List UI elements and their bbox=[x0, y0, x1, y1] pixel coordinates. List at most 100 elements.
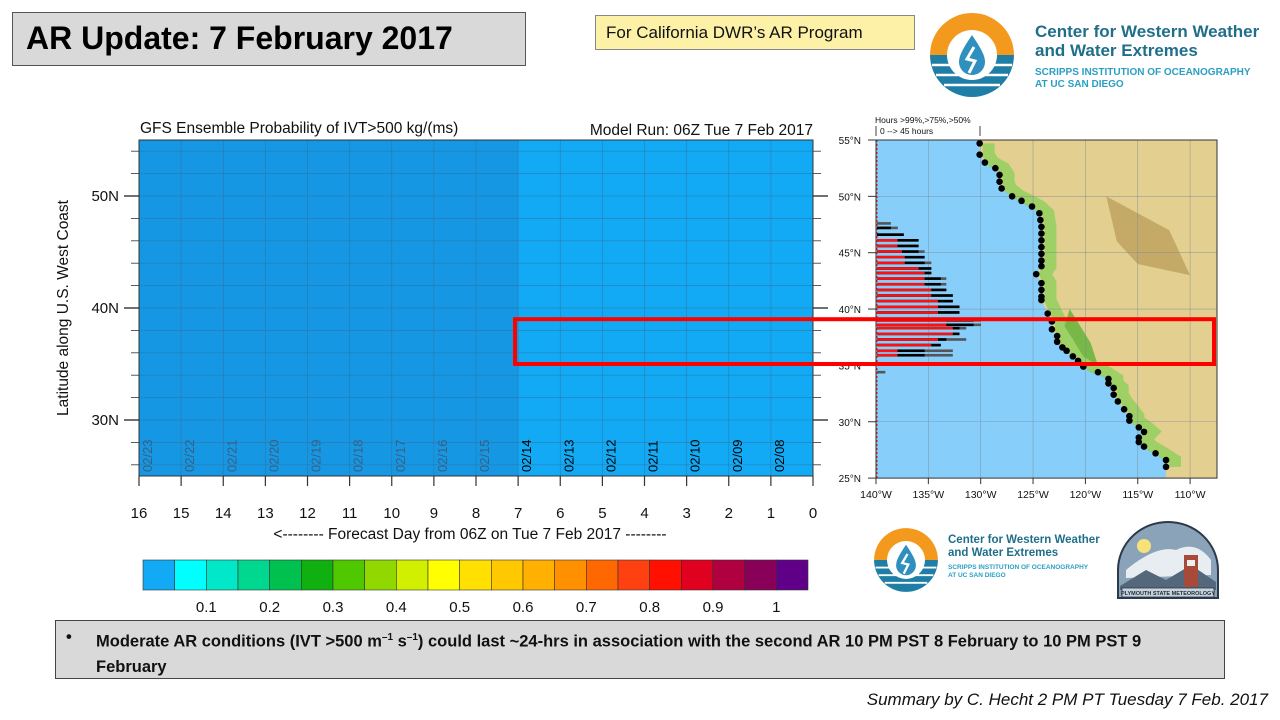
bar-hours-gt50 bbox=[877, 370, 886, 374]
coast-point bbox=[1114, 398, 1122, 405]
colorbar-swatch bbox=[586, 559, 619, 591]
coast-point bbox=[1038, 223, 1045, 231]
cw3e-logo-top: Center for Western Weather and Water Ext… bbox=[922, 5, 1272, 105]
colorbar-label: 0.6 bbox=[513, 599, 534, 616]
bar-hours-gt99 bbox=[877, 311, 939, 314]
logo-line-2: and Water Extremes bbox=[1035, 41, 1198, 60]
colorbar-swatch bbox=[744, 559, 777, 591]
date-label: 02/23 bbox=[140, 439, 155, 472]
map-lon-label: 130°W bbox=[965, 489, 997, 501]
chart-title: GFS Ensemble Probability of IVT>500 kg/(… bbox=[140, 120, 458, 137]
x-tick-label: 16 bbox=[131, 505, 148, 522]
x-tick-label: 14 bbox=[215, 505, 232, 522]
logo-line-1: Center for Western Weather bbox=[948, 534, 1100, 546]
colorbar-label: 1 bbox=[772, 599, 780, 616]
colorbar-swatch bbox=[649, 559, 682, 591]
map-lat-label: 30°N bbox=[839, 418, 861, 429]
bar-hours-gt99 bbox=[877, 326, 953, 330]
coast-point bbox=[1152, 450, 1159, 457]
coast-point bbox=[1162, 463, 1170, 471]
coast-point bbox=[1037, 216, 1044, 224]
bar-hours-gt99 bbox=[877, 282, 925, 286]
coast-point bbox=[1105, 380, 1112, 387]
colorbar-swatch bbox=[174, 559, 207, 591]
colorbar-swatch bbox=[269, 559, 302, 591]
bar-hours-gt99 bbox=[877, 349, 898, 353]
colorbar-label: 0.7 bbox=[576, 599, 597, 616]
x-tick-label: 6 bbox=[556, 505, 564, 522]
psu-logo-text: PLYMOUTH STATE METEOROLOGY bbox=[1121, 591, 1215, 597]
bar-hours-gt75 bbox=[877, 226, 891, 230]
colorbar-swatch bbox=[237, 559, 270, 591]
x-tick-label: 1 bbox=[767, 505, 775, 522]
bullet-icon: • bbox=[66, 628, 72, 646]
coast-point bbox=[1038, 296, 1045, 304]
x-axis-label: <-------- Forecast Day from 06Z on Tue 7… bbox=[273, 526, 666, 543]
logo-line-4: AT UC SAN DIEGO bbox=[948, 572, 1006, 579]
colorbar-label: 0.1 bbox=[196, 599, 217, 616]
date-label: 02/17 bbox=[393, 439, 408, 472]
coast-point bbox=[992, 164, 999, 172]
coast-point bbox=[1044, 310, 1052, 317]
date-label: 02/16 bbox=[435, 439, 450, 472]
date-label: 02/13 bbox=[561, 439, 576, 472]
coast-point bbox=[1094, 368, 1102, 376]
page-title: AR Update: 7 February 2017 bbox=[26, 20, 453, 56]
date-label: 02/14 bbox=[519, 439, 534, 472]
coast-point bbox=[1140, 443, 1148, 450]
coast-point bbox=[1038, 262, 1045, 270]
coast-point bbox=[1036, 209, 1043, 217]
bar-hours-gt99 bbox=[877, 255, 905, 259]
logo-line-3: SCRIPPS INSTITUTION OF OCEANOGRAPHY bbox=[1035, 67, 1251, 78]
bar-hours-gt99 bbox=[877, 288, 932, 292]
cw3e-emblem-icon bbox=[874, 528, 938, 592]
logos-bottom: Center for Western Weather and Water Ext… bbox=[868, 520, 1228, 602]
colorbar-swatch bbox=[712, 559, 745, 591]
colorbar: 0.1 0.2 0.3 0.4 0.5 0.6 0.7 0.8 0.9 1 bbox=[142, 559, 809, 616]
colorbar-label: 0.3 bbox=[323, 599, 344, 616]
coast-point bbox=[1038, 243, 1045, 251]
colorbar-swatch bbox=[491, 559, 524, 591]
coast-point bbox=[1135, 438, 1143, 446]
coast-point bbox=[1032, 270, 1040, 278]
bullet-text-part: Moderate AR conditions (IVT >500 m bbox=[96, 632, 382, 651]
colorbar-label: 0.5 bbox=[449, 599, 470, 616]
x-tick-label: 10 bbox=[383, 505, 400, 522]
coast-point bbox=[1162, 456, 1170, 464]
x-tick-label: 0 bbox=[809, 505, 817, 522]
colorbar-swatch bbox=[681, 559, 714, 591]
map-lat-label: 55°N bbox=[839, 136, 861, 147]
bar-hours-gt99 bbox=[877, 332, 953, 336]
bar-hours-gt99 bbox=[877, 323, 947, 327]
coast-point bbox=[1038, 286, 1045, 294]
coast-point bbox=[1135, 424, 1143, 431]
coast-point bbox=[1008, 193, 1016, 200]
bar-hours-gt99 bbox=[877, 343, 932, 347]
bar-hours-gt99 bbox=[877, 353, 898, 357]
coast-point bbox=[1053, 338, 1061, 346]
y-axis-label: Latitude along U.S. West Coast bbox=[55, 199, 72, 416]
x-tick-label: 13 bbox=[257, 505, 274, 522]
date-label: 02/22 bbox=[182, 439, 197, 472]
bullet-text-part: s bbox=[393, 632, 407, 651]
colorbar-swatch bbox=[206, 559, 239, 591]
summary-signature: Summary by C. Hecht 2 PM PT Tuesday 7 Fe… bbox=[866, 690, 1268, 709]
date-label: 02/12 bbox=[603, 439, 618, 472]
bar-hours-gt75 bbox=[877, 233, 904, 236]
y-tick-label: 30N bbox=[91, 412, 119, 429]
rocky-mountains bbox=[1106, 196, 1191, 276]
coast-point bbox=[1038, 257, 1045, 264]
coast-point bbox=[1126, 417, 1133, 424]
coast-point bbox=[981, 159, 989, 166]
colorbar-swatch bbox=[554, 559, 587, 591]
west-coast-map: 55°N 50°N 45°N 40°N 35°N 30°N 25°N 140°W 135°W 13… bbox=[839, 136, 1218, 501]
logo-line-4: AT UC SAN DIEGO bbox=[1035, 79, 1124, 90]
x-tick-label: 15 bbox=[173, 505, 190, 522]
logo-line-2: and Water Extremes bbox=[948, 547, 1059, 559]
colorbar-label: 0.8 bbox=[639, 599, 660, 616]
central-valley bbox=[1064, 309, 1098, 366]
date-label: 02/21 bbox=[224, 439, 239, 472]
map-lon-label: 135°W bbox=[913, 489, 945, 501]
bar-hours-gt99 bbox=[877, 244, 898, 248]
